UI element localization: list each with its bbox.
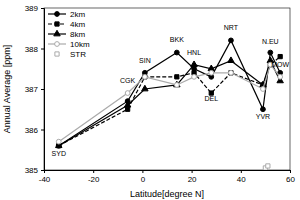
chart: -40 -20 0 20 40 60 385 386 387 388 389 SYD CGK SIN BKK… (0, 0, 300, 200)
legend-label: STR (70, 50, 86, 59)
annotation: YVR (256, 113, 270, 120)
annotation: MOW (271, 61, 289, 68)
marker (278, 74, 283, 79)
annotation: N.EU (262, 38, 279, 45)
marker (174, 50, 179, 55)
tick: 0 (141, 170, 146, 184)
marker (268, 50, 273, 55)
legend-entry: STR (55, 50, 86, 59)
tick: -20 (88, 170, 100, 184)
legend-marker (55, 12, 60, 17)
marker (126, 107, 130, 111)
marker (266, 164, 270, 168)
marker (174, 83, 179, 88)
tick-mark (41, 89, 44, 90)
tick-label: 389 (25, 4, 39, 13)
tick-mark (290, 170, 291, 173)
tick-mark (241, 170, 242, 173)
series-line (59, 65, 280, 142)
marker (56, 139, 61, 144)
legend-label: 2km (70, 10, 85, 19)
x-axis: -40 -20 0 20 40 60 (39, 170, 296, 184)
annotation: CGK (120, 77, 136, 84)
marker (209, 70, 214, 75)
plot-area: -40 -20 0 20 40 60 385 386 387 388 389 SYD CGK SIN BKK… (25, 4, 296, 184)
legend-marker (55, 22, 59, 26)
marker (261, 107, 266, 112)
marker (261, 87, 266, 92)
tick-label: 388 (25, 45, 39, 54)
legend-entry: 8km (48, 30, 85, 39)
legend-entry: 4km (48, 20, 85, 29)
tick-mark (142, 170, 143, 173)
marker (229, 71, 233, 75)
marker (124, 101, 130, 107)
y-axis: 385 386 387 388 389 (25, 4, 45, 175)
tick-label: -40 (39, 175, 51, 184)
tick-label: 385 (25, 166, 39, 175)
marker (143, 75, 147, 79)
tick-mark (93, 170, 94, 173)
marker (229, 38, 234, 43)
legend-entry: 10km (48, 40, 90, 49)
series-line (59, 57, 280, 146)
annotation: DEL (204, 95, 218, 102)
marker (192, 74, 197, 79)
tick: 386 (25, 126, 44, 135)
tick-label: 60 (286, 175, 295, 184)
marker (142, 74, 147, 79)
tick-label: 40 (237, 175, 246, 184)
tick: -40 (39, 170, 51, 184)
tick: 60 (286, 170, 295, 184)
annotation: NRT (224, 24, 239, 31)
marker (125, 91, 130, 96)
series-group (56, 38, 284, 170)
tick-label: 386 (25, 126, 39, 135)
marker (278, 54, 282, 58)
tick: 387 (25, 85, 44, 94)
annotation: BKK (170, 36, 184, 43)
tick-label: -20 (88, 175, 100, 184)
y-axis-title: Annual Average [ppm] (2, 45, 12, 133)
series-line (59, 61, 280, 146)
legend: 2km4km8km10kmSTR (48, 10, 90, 59)
marker (174, 81, 180, 87)
annotation: SYD (52, 150, 66, 157)
legend-marker (54, 30, 60, 36)
marker (228, 57, 234, 63)
tick-mark (192, 170, 193, 173)
legend-label: 4km (70, 20, 85, 29)
tick: 20 (188, 170, 197, 184)
tick-label: 387 (25, 85, 39, 94)
tick-mark (41, 8, 44, 9)
legend-label: 8km (70, 30, 85, 39)
marker (175, 75, 179, 79)
x-axis-title: Latitude[degree N] (130, 189, 204, 199)
tick: 385 (25, 166, 44, 175)
marker (191, 61, 197, 67)
marker (142, 85, 148, 91)
legend-entry: 2km (48, 10, 85, 19)
tick-mark (41, 49, 44, 50)
tick: 40 (237, 170, 246, 184)
axis-line (45, 171, 291, 174)
series-line (59, 40, 280, 145)
tick: 389 (25, 4, 44, 13)
tick: 388 (25, 45, 44, 54)
tick-mark (41, 170, 44, 171)
tick-label: 0 (141, 175, 146, 184)
legend-marker (55, 52, 59, 56)
plot-frame (44, 8, 290, 170)
legend-label: 10km (70, 40, 90, 49)
marker (229, 70, 234, 75)
tick-label: 20 (188, 175, 197, 184)
annotation: SIN (139, 57, 151, 64)
marker (208, 65, 214, 71)
tick-mark (41, 130, 44, 131)
annotation: HNL (187, 49, 201, 56)
legend-marker (55, 42, 60, 47)
